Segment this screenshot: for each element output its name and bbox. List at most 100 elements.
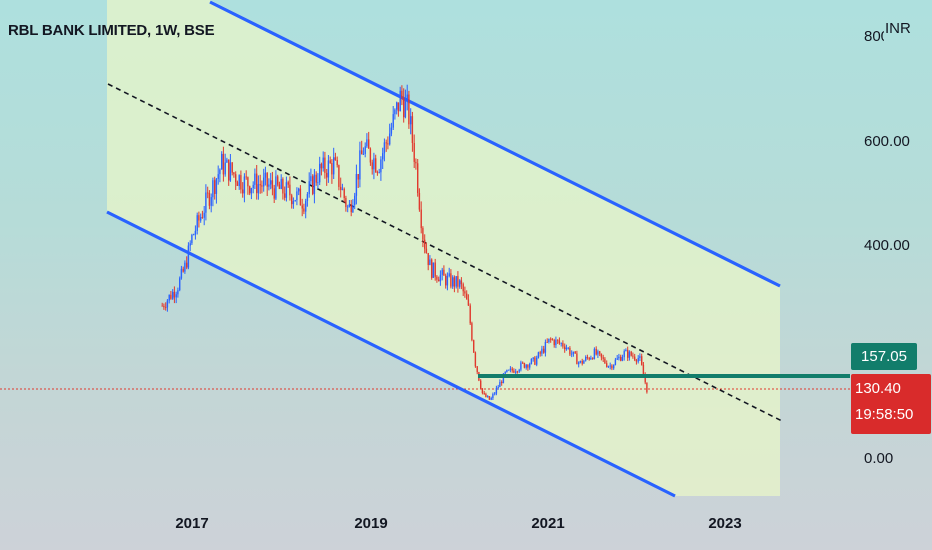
candle-down (471, 323, 473, 341)
candle-down (611, 365, 613, 369)
candle-up (597, 351, 599, 355)
candle-down (401, 90, 403, 99)
candle-down (214, 180, 216, 194)
candle-up (390, 127, 393, 134)
candle-down (284, 193, 286, 198)
candle-up (565, 347, 568, 350)
candle-down (277, 176, 279, 185)
candle-up (518, 369, 520, 372)
candle-down (271, 180, 274, 189)
candle-down (245, 176, 247, 178)
candle-down (606, 363, 608, 367)
currency-label: INR (885, 20, 911, 37)
candle-up (215, 178, 218, 194)
candle-up (494, 393, 496, 395)
candle-down (411, 116, 414, 143)
candle-up (166, 300, 169, 308)
candle-up (495, 388, 498, 394)
candle-down (326, 172, 328, 178)
candle-down (343, 188, 345, 198)
candle-up (187, 245, 190, 268)
price-tick-0: 0.00 (864, 450, 894, 467)
candle-up (616, 358, 618, 360)
candle-up (459, 280, 461, 287)
channel-fill (107, 0, 780, 496)
candle-up (264, 172, 267, 178)
candle-down (438, 279, 440, 282)
candle-down (233, 172, 235, 175)
candle-down (473, 340, 475, 353)
candle-down (375, 158, 377, 172)
candle-up (410, 116, 412, 125)
candle-up (210, 197, 212, 206)
candle-up (637, 358, 639, 362)
candle-down (201, 217, 204, 218)
candle-up (525, 364, 527, 368)
candle-up (404, 99, 407, 118)
candle-up (359, 150, 361, 180)
candle-up (322, 157, 324, 169)
candle-down (564, 346, 566, 350)
candle-down (632, 355, 634, 357)
candle-down (634, 356, 636, 360)
candle-down (163, 305, 165, 308)
candle-up (392, 114, 394, 128)
candle-down (387, 143, 389, 145)
candle-down (324, 157, 326, 173)
candle-down (320, 163, 323, 169)
candle-down (385, 142, 387, 144)
candle-down (334, 157, 337, 160)
candle-down (303, 208, 305, 212)
candle-up (396, 102, 398, 110)
candle-down (546, 342, 548, 343)
candle-down (467, 299, 470, 306)
candle-up (308, 181, 310, 195)
candle-down (453, 277, 456, 287)
candle-up (571, 353, 573, 355)
candle-up (490, 398, 492, 400)
candle-down (527, 364, 529, 368)
candle-up (530, 358, 533, 364)
price-tick-600: 600.00 (864, 133, 910, 150)
candle-up (250, 188, 253, 194)
candle-down (481, 388, 484, 393)
support-price-tag: 157.05 (851, 343, 917, 370)
candle-down (240, 175, 242, 190)
candle-up (504, 372, 506, 374)
last-price-value: 130.40 (855, 380, 901, 397)
candle-up (270, 180, 272, 185)
candle-up (502, 373, 505, 384)
candle-up (200, 217, 202, 221)
candle-down (273, 188, 275, 199)
candle-up (536, 357, 538, 365)
candle-down (361, 150, 363, 155)
support-price-value: 157.05 (861, 348, 907, 365)
candle-down (261, 185, 263, 187)
candle-down (641, 356, 643, 365)
candle-down (464, 291, 466, 294)
candle-up (347, 206, 349, 208)
candle-up (541, 348, 543, 354)
candle-up (432, 262, 435, 278)
candle-up (224, 162, 226, 175)
candle-down (312, 176, 314, 194)
candle-up (609, 365, 611, 367)
candle-down (424, 239, 426, 249)
candle-down (476, 366, 478, 373)
candle-down (457, 276, 459, 287)
candle-up (406, 94, 408, 100)
candle-down (427, 253, 429, 265)
candle-up (499, 382, 501, 388)
candle-up (578, 362, 580, 365)
candle-down (592, 357, 594, 359)
candle-down (182, 268, 184, 272)
candle-down (630, 351, 632, 356)
candle-down (644, 374, 646, 383)
candle-down (474, 352, 477, 367)
candle-up (354, 195, 356, 205)
candle-up (439, 274, 442, 282)
candle-down (329, 160, 331, 163)
candle-down (408, 94, 410, 125)
candle-down (488, 396, 491, 400)
